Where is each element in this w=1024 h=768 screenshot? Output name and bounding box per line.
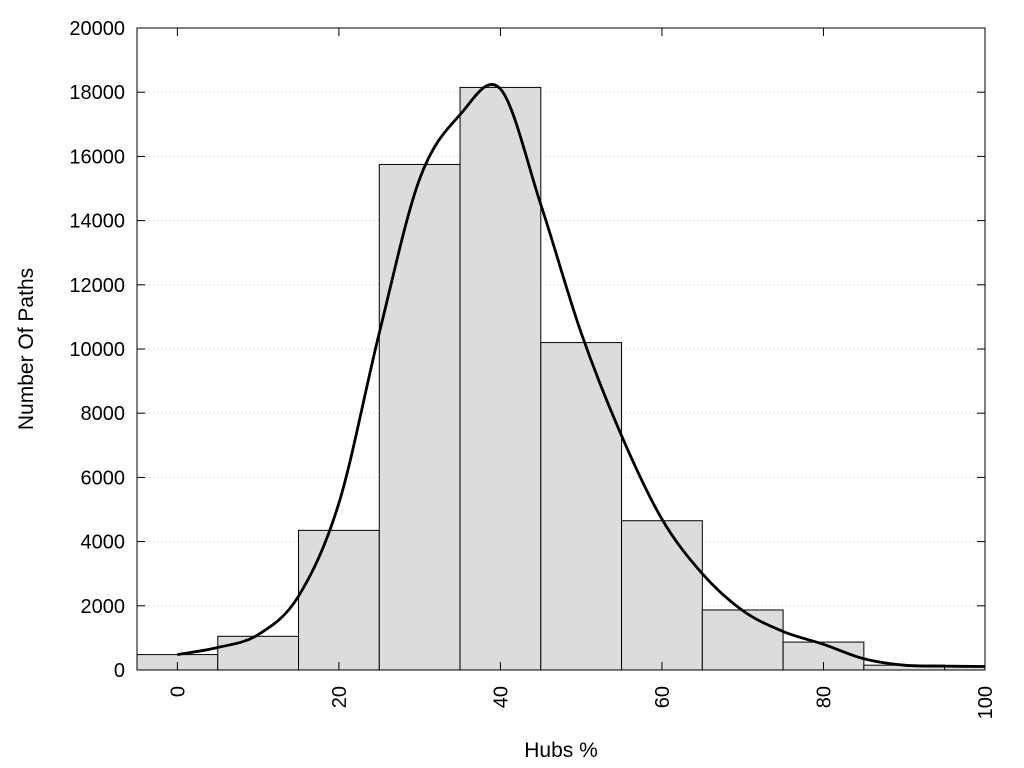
y-axis-ticks: 0 2000 4000 6000 8000 10000 12000 14000 16000 180… [69, 18, 985, 682]
density-curve [177, 83, 986, 668]
x-tick-label: 40 [490, 686, 512, 708]
y-tick-label: 10000 [69, 339, 125, 361]
x-axis-ticks: 0 20 40 60 80 100 [167, 28, 997, 719]
y-tick-label: 18000 [69, 82, 125, 104]
y-tick-label: 8000 [81, 403, 126, 425]
y-axis-label: Number Of Paths [15, 268, 38, 430]
histogram-bar [701, 609, 784, 671]
y-tick-label: 16000 [69, 146, 125, 168]
x-tick-label: 0 [167, 686, 189, 697]
histogram-bar [459, 86, 542, 671]
x-tick-label: 100 [975, 686, 997, 719]
x-axis-label: Hubs % [524, 739, 598, 762]
y-tick-label: 2000 [81, 596, 126, 618]
y-tick-label: 12000 [69, 275, 125, 297]
y-tick-label: 6000 [81, 467, 126, 489]
y-tick-label: 4000 [81, 532, 126, 554]
histogram-bar [298, 529, 380, 671]
y-tick-label: 20000 [69, 18, 125, 40]
x-tick-label: 80 [813, 686, 835, 708]
histogram-bar [217, 635, 300, 671]
density-curve-layer [177, 83, 986, 668]
x-tick-label: 20 [329, 686, 351, 708]
histogram-bar [540, 342, 623, 671]
histogram-bars [136, 86, 986, 671]
y-tick-label: 0 [114, 660, 125, 682]
y-tick-label: 14000 [69, 211, 125, 233]
histogram-bar [621, 520, 703, 671]
x-tick-label: 60 [652, 686, 674, 708]
histogram-bar [378, 163, 461, 671]
